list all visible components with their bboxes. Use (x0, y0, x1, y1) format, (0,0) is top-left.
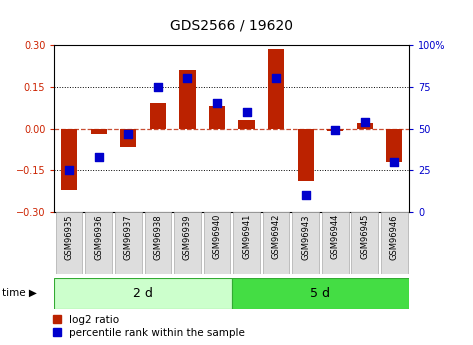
Point (65, 168, 73, 173)
Legend: log2 ratio, percentile rank within the sample: log2 ratio, percentile rank within the s… (53, 315, 245, 338)
Text: GSM96936: GSM96936 (94, 214, 103, 260)
Text: GSM96943: GSM96943 (301, 214, 310, 259)
Text: GSM96940: GSM96940 (212, 214, 221, 259)
Bar (179, 70, 195, 128)
Bar (268, 49, 284, 128)
FancyBboxPatch shape (351, 212, 378, 274)
Point (391, 159, 398, 165)
Bar (209, 106, 225, 128)
FancyBboxPatch shape (86, 212, 112, 274)
Text: GSM96946: GSM96946 (390, 214, 399, 259)
Point (95, 154, 103, 160)
Text: GSM96935: GSM96935 (65, 214, 74, 259)
Text: GSM96939: GSM96939 (183, 214, 192, 259)
FancyBboxPatch shape (204, 212, 230, 274)
Bar (298, 128, 314, 181)
FancyBboxPatch shape (54, 278, 232, 309)
Bar (357, 123, 373, 128)
Text: GSM96941: GSM96941 (242, 214, 251, 259)
Point (154, 84, 162, 89)
Point (302, 193, 309, 198)
FancyBboxPatch shape (56, 212, 82, 274)
Bar (91, 128, 107, 134)
Text: GDS2566 / 19620: GDS2566 / 19620 (170, 19, 293, 33)
FancyBboxPatch shape (145, 212, 171, 274)
FancyBboxPatch shape (115, 212, 141, 274)
Bar (386, 128, 403, 162)
Text: GSM96942: GSM96942 (272, 214, 280, 259)
Text: GSM96945: GSM96945 (360, 214, 369, 259)
Text: GSM96944: GSM96944 (331, 214, 340, 259)
FancyBboxPatch shape (292, 212, 319, 274)
Point (184, 76, 191, 81)
Bar (238, 120, 254, 128)
Point (332, 127, 339, 133)
Point (213, 101, 221, 106)
Point (361, 119, 368, 125)
Text: GSM96937: GSM96937 (124, 214, 133, 260)
Bar (150, 104, 166, 128)
FancyBboxPatch shape (232, 278, 409, 309)
Text: 2 d: 2 d (133, 287, 153, 300)
Text: GSM96938: GSM96938 (153, 214, 162, 260)
FancyBboxPatch shape (174, 212, 201, 274)
Text: 5 d: 5 d (310, 287, 331, 300)
Point (243, 109, 250, 115)
FancyBboxPatch shape (322, 212, 349, 274)
Bar (327, 128, 343, 131)
FancyBboxPatch shape (233, 212, 260, 274)
FancyBboxPatch shape (263, 212, 289, 274)
FancyBboxPatch shape (381, 212, 408, 274)
Bar (120, 128, 136, 147)
Point (272, 76, 280, 81)
Text: time ▶: time ▶ (2, 288, 37, 298)
Bar (61, 128, 77, 190)
Point (124, 131, 132, 136)
